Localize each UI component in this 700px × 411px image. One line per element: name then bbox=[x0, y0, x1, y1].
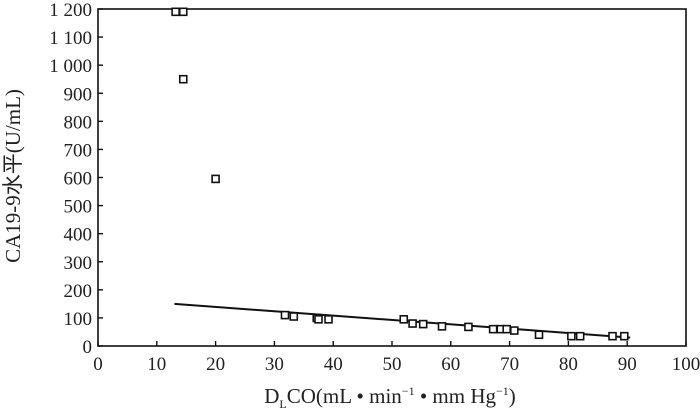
x-tick-label: 90 bbox=[618, 354, 637, 375]
plot-frame bbox=[97, 8, 687, 347]
x-tick-label: 10 bbox=[147, 354, 166, 375]
y-tick-label: 100 bbox=[64, 309, 93, 330]
y-tick-label: 400 bbox=[64, 225, 93, 246]
x-axis-title-part: −1 bbox=[402, 384, 415, 398]
x-tick-labels: 0 10 20 30 40 50 60 70 80 90 100 bbox=[93, 354, 700, 375]
data-point bbox=[502, 324, 511, 334]
y-tick-label: 200 bbox=[64, 281, 93, 302]
data-point bbox=[171, 7, 180, 17]
x-tick-label: 70 bbox=[500, 354, 519, 375]
x-axis-title-part: D bbox=[264, 384, 279, 408]
data-points bbox=[171, 7, 629, 341]
y-axis-title: CA19-9水平(U/mL) bbox=[1, 89, 25, 263]
x-axis-title-part: • mm Hg bbox=[415, 384, 497, 408]
x-tick-label: 80 bbox=[559, 354, 578, 375]
y-tick-label: 800 bbox=[64, 112, 93, 133]
data-point bbox=[437, 322, 447, 331]
x-axis-title-part: −1 bbox=[496, 384, 509, 398]
data-point bbox=[510, 326, 519, 335]
data-point bbox=[408, 319, 417, 328]
x-tick-label: 100 bbox=[672, 354, 700, 375]
data-point bbox=[619, 331, 629, 341]
y-tick-label: 700 bbox=[64, 140, 93, 161]
y-tick-labels: 0 100 200 300 400 500 600 700 800 900 1 000 1 100 1 … bbox=[49, 0, 92, 358]
x-tick-label: 40 bbox=[324, 354, 343, 375]
x-tick-label: 50 bbox=[383, 354, 402, 375]
x-tick-label: 60 bbox=[441, 354, 460, 375]
data-point bbox=[211, 174, 220, 184]
data-point bbox=[567, 331, 576, 341]
y-tick-label: 1 000 bbox=[49, 56, 92, 77]
x-tick-label: 30 bbox=[265, 354, 284, 375]
y-tick-label: 300 bbox=[64, 253, 93, 274]
x-tick-label: 20 bbox=[206, 354, 225, 375]
y-tick-label: 0 bbox=[83, 337, 93, 358]
y-tick-label: 600 bbox=[64, 169, 93, 190]
data-point bbox=[575, 331, 585, 341]
x-axis-title: DLCO(mL • min−1 • mm Hg−1) bbox=[264, 384, 516, 411]
y-tick-label: 500 bbox=[64, 197, 93, 218]
x-axis-title-part: CO(mL • min bbox=[287, 384, 403, 408]
data-point bbox=[314, 315, 323, 324]
data-point bbox=[608, 331, 617, 341]
plot-axes bbox=[97, 8, 687, 347]
y-tick-label: 1 200 bbox=[49, 0, 92, 21]
data-point bbox=[399, 315, 409, 324]
data-point bbox=[534, 330, 544, 340]
data-point bbox=[280, 310, 290, 320]
data-point bbox=[324, 315, 333, 324]
x-axis-title-part: ) bbox=[509, 384, 516, 408]
data-point bbox=[464, 322, 473, 332]
x-axis-title-part: L bbox=[279, 397, 286, 411]
data-point bbox=[418, 319, 428, 329]
data-point bbox=[178, 7, 188, 17]
data-point bbox=[178, 74, 188, 84]
data-point bbox=[488, 324, 498, 334]
y-tick-label: 1 100 bbox=[49, 28, 92, 49]
x-tick-label: 0 bbox=[93, 354, 103, 375]
data-point bbox=[289, 312, 299, 321]
y-tick-label: 900 bbox=[64, 84, 93, 105]
